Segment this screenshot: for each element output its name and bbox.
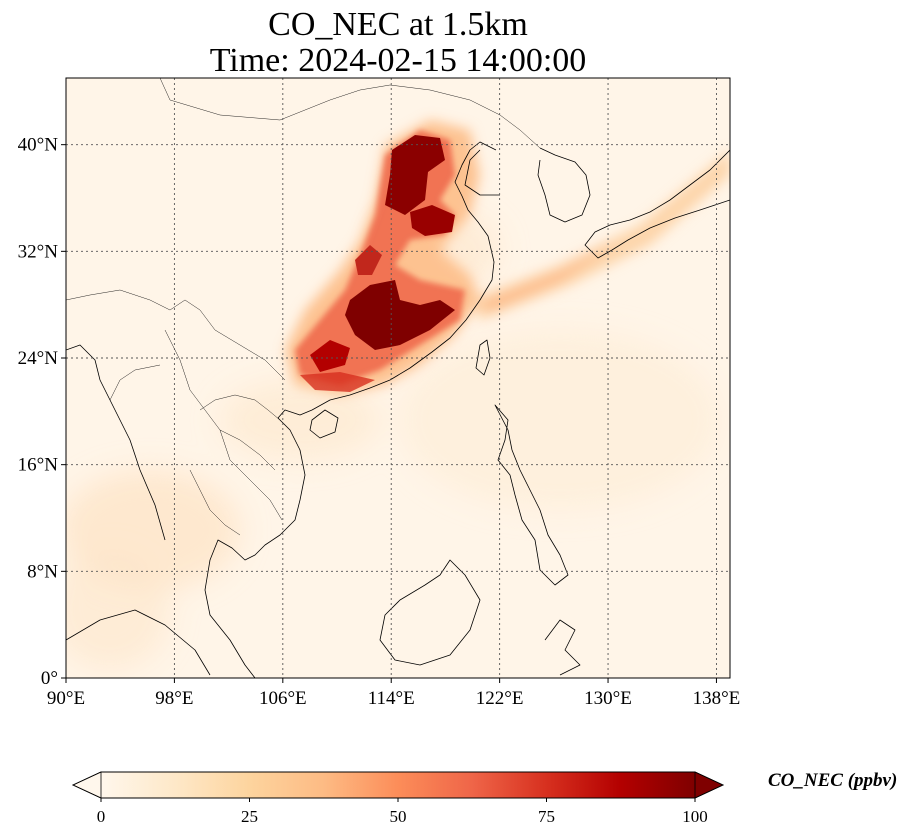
coastlines [66, 141, 730, 678]
colorbar-tick-label: 75 [538, 807, 555, 826]
colorbar-extend-max [694, 771, 724, 799]
colorbar-label: CO_NEC (ppbv) [768, 770, 898, 791]
lat-tick-label: 40°N [18, 135, 59, 156]
co-plume-band [470, 150, 730, 320]
colorbar-gradient [101, 772, 695, 798]
lon-tick-label: 122°E [476, 688, 524, 709]
colorbar-tick-label: 100 [682, 807, 708, 826]
colorbar-tick-label: 0 [97, 807, 106, 826]
lon-tick-label: 98°E [155, 688, 193, 709]
colorbar-tick-label: 25 [241, 807, 258, 826]
lon-tick-label: 114°E [368, 688, 415, 709]
lat-tick-label: 0° [41, 668, 58, 689]
lat-tick-label: 16°N [18, 455, 59, 476]
longitude-ticks: 90°E 98°E 106°E 114°E 122°E 130°E 138°E [47, 678, 740, 709]
colorbar: 0 25 50 75 100 [71, 771, 725, 826]
lon-tick-label: 90°E [47, 688, 85, 709]
map-title-line1: CO_NEC at 1.5km [268, 6, 528, 43]
latitude-ticks: 0° 8°N 16°N 24°N 32°N 40°N [18, 135, 66, 689]
background-haze [66, 210, 720, 670]
map-panel [66, 78, 730, 678]
colorbar-extend-min [72, 771, 102, 799]
lat-tick-label: 24°N [18, 348, 59, 369]
lat-tick-label: 32°N [18, 241, 59, 262]
country-borders [66, 78, 541, 536]
lat-tick-label: 8°N [27, 561, 58, 582]
map-title-line2: Time: 2024-02-15 14:00:00 [209, 42, 587, 79]
map-frame [65, 77, 731, 679]
lon-tick-label: 106°E [259, 688, 307, 709]
gridlines [66, 78, 730, 678]
colorbar-tick-label: 50 [390, 807, 407, 826]
co-plume-core-high [300, 135, 455, 392]
lon-tick-label: 130°E [584, 688, 632, 709]
colorbar-ticks: 0 25 50 75 100 [97, 798, 708, 826]
lon-tick-label: 138°E [693, 688, 741, 709]
